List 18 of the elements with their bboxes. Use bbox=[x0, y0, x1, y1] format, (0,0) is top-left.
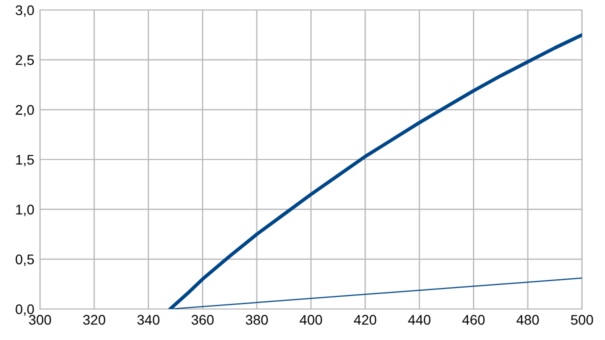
y-tick-label: 2,5 bbox=[16, 55, 34, 67]
y-tick-label: 0,0 bbox=[16, 304, 34, 316]
x-tick-label: 460 bbox=[462, 314, 485, 325]
x-tick-label: 320 bbox=[83, 314, 106, 325]
y-tick-label: 1,0 bbox=[16, 204, 34, 216]
x-tick-label: 340 bbox=[137, 314, 160, 325]
x-tick-label: 480 bbox=[516, 314, 539, 325]
x-tick-label: 400 bbox=[300, 314, 322, 325]
x-tick-label: 300 bbox=[28, 314, 52, 325]
x-tick-label: 420 bbox=[354, 314, 376, 325]
y-tick-label: 3,0 bbox=[16, 5, 34, 17]
x-tick-label: 440 bbox=[408, 314, 430, 325]
y-tick-label: 0,5 bbox=[16, 254, 34, 266]
x-tick-label: 360 bbox=[192, 314, 214, 325]
y-tick-label: 2,0 bbox=[16, 105, 34, 116]
y-tick-label: 1,5 bbox=[16, 154, 34, 166]
x-tick-label: 500 bbox=[570, 314, 594, 325]
x-tick-label: 380 bbox=[246, 314, 268, 325]
